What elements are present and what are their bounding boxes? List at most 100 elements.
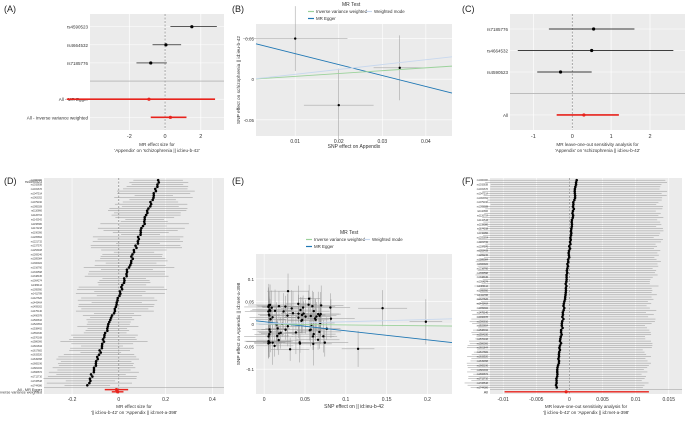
point-estimate: [558, 339, 562, 343]
y-tick-label: rs1285084: [477, 259, 489, 262]
y-tick-label: rs1506816: [477, 320, 489, 323]
point-estimate: [569, 229, 573, 233]
data-point: [329, 306, 332, 309]
y-tick-label: rs1395950: [477, 289, 489, 292]
y-tick-label: rs1633520: [31, 354, 43, 357]
point-estimate: [122, 277, 126, 280]
point-estimate: [118, 290, 122, 293]
point-estimate: [115, 303, 118, 306]
point-estimate: [555, 375, 559, 378]
plot-background: [44, 178, 224, 394]
data-point: [273, 344, 276, 348]
point-estimate: [559, 328, 563, 332]
data-point: [317, 312, 320, 316]
data-point: [319, 312, 322, 316]
data-point: [276, 334, 279, 338]
y-tick-label: rs1380112: [31, 284, 43, 287]
y-tick-label: rs1095028: [477, 206, 489, 209]
y-tick-label: rs1300922: [31, 262, 43, 265]
point-estimate: [565, 275, 568, 279]
data-point: [277, 304, 281, 308]
point-estimate: [558, 344, 562, 347]
point-estimate: [555, 377, 558, 380]
point-estimate: [562, 304, 565, 308]
point-estimate: [110, 314, 114, 317]
point-estimate: [113, 309, 117, 313]
point-estimate: [569, 238, 573, 242]
point-estimate: [89, 373, 93, 376]
data-point: [269, 309, 272, 313]
x-tick-label: 0.015: [663, 397, 676, 403]
point-estimate: [164, 43, 168, 47]
y-tick-label: rs1538492: [31, 328, 43, 331]
point-estimate: [130, 255, 133, 258]
y-tick-label: rs1633520: [477, 356, 489, 359]
x-tick-label: 0.2: [162, 397, 169, 403]
point-estimate: [116, 298, 119, 302]
data-point: [291, 312, 295, 315]
y-tick-label: rs1522654: [31, 323, 43, 326]
point-estimate: [555, 368, 559, 372]
y-tick-label: rs1047514: [477, 192, 489, 195]
point-estimate: [563, 300, 566, 303]
summary-label: All - Inverse variance weighted: [0, 390, 42, 394]
point-estimate: [149, 61, 153, 65]
panel-label-c: (C): [462, 4, 475, 14]
y-tick-label: rs1285084: [31, 258, 43, 261]
point-estimate: [136, 235, 140, 239]
y-tick-label: rs1015838: [31, 184, 43, 187]
data-point: [309, 328, 312, 331]
point-estimate: [145, 209, 149, 213]
y-axis-label: SNP effect on schizophrenia || id:ieu-b-…: [236, 36, 242, 125]
y-tick-label: rs1253408: [31, 249, 43, 252]
point-estimate: [147, 97, 151, 101]
data-point: [316, 338, 320, 342]
scatter-plot-e: 0 0.05 0.1 0.15 0.2 0.1 0.05 0 -0.05 -0.1 MR TestI…: [236, 230, 453, 410]
point-estimate: [566, 258, 570, 261]
x-tick-label: -0.01: [498, 397, 510, 403]
point-estimate: [119, 292, 122, 295]
point-estimate: [557, 353, 561, 356]
y-tick-label: rs1459302: [31, 306, 43, 309]
data-point: [307, 303, 310, 306]
y-tick-label: rs1348436: [31, 275, 43, 278]
point-estimate: [573, 189, 577, 193]
y-tick-label: rs1237570: [31, 245, 43, 248]
point-estimate: [566, 260, 570, 264]
summary-estimate: [116, 390, 120, 394]
y-tick-label: rs1395950: [31, 288, 43, 291]
data-point: [300, 313, 304, 317]
y-tick-label: rs1586006: [31, 341, 43, 344]
point-estimate: [157, 181, 161, 184]
y-tick-label: rs1221732: [477, 241, 489, 244]
point-estimate: [574, 183, 578, 186]
y-tick-label: rs1095028: [31, 205, 43, 208]
regression-line: [255, 318, 453, 325]
y-tick-label: rs1269246: [31, 253, 43, 256]
point-estimate: [557, 359, 561, 363]
point-estimate: [190, 25, 194, 29]
x-tick-label: 0.4: [209, 397, 216, 403]
legend-title: MR Test: [340, 230, 359, 236]
point-estimate: [573, 198, 576, 202]
y-tick-label: rs1190056: [477, 232, 489, 235]
y-tick-label: rs1174218: [31, 227, 43, 230]
legend-label: Weighted mode: [374, 9, 405, 14]
x-axis-label: '|| id:ieu-b-42' on 'Appendix || id:met-…: [91, 410, 178, 415]
point-estimate: [565, 284, 568, 288]
point-estimate: [102, 340, 106, 343]
point-estimate: [88, 381, 91, 385]
y-tick-label: 0: [251, 322, 254, 327]
point-estimate: [567, 245, 571, 248]
point-estimate: [566, 264, 570, 268]
data-point: [294, 37, 297, 40]
x-tick-label: 0.02: [334, 139, 344, 145]
data-point: [314, 318, 317, 322]
y-tick-label: All - Inverse variance weighted: [27, 115, 89, 120]
y-tick-label: rs4664532: [67, 43, 89, 48]
data-point: [270, 306, 273, 309]
y-tick-label: rs1427626: [31, 297, 43, 300]
regression-line: [255, 323, 453, 327]
y-tick-label: rs1744386: [31, 384, 43, 387]
y-tick-label: rs1316760: [31, 266, 43, 269]
